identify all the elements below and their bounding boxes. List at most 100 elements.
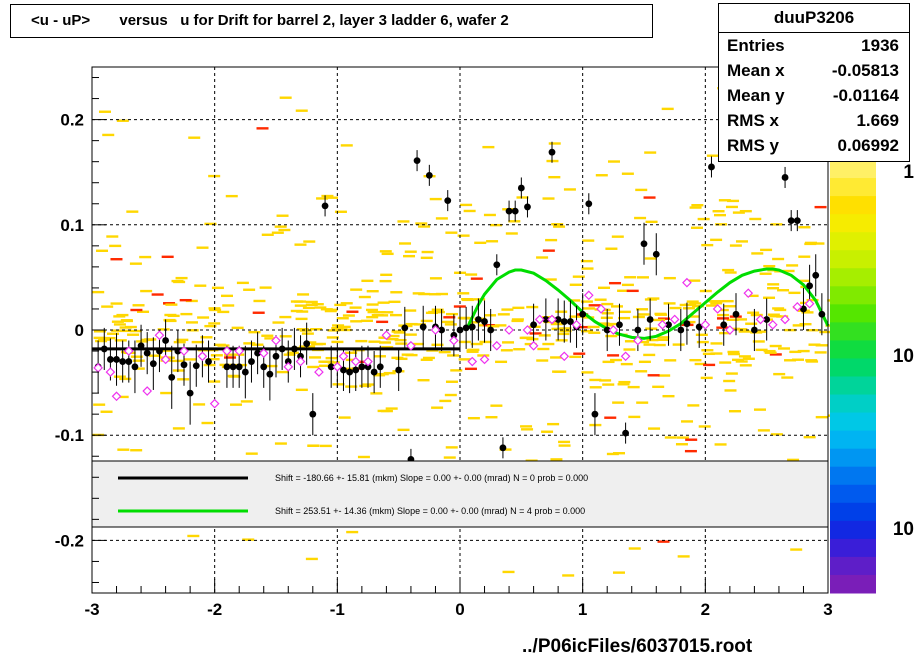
density-cell xyxy=(405,322,418,326)
density-cell xyxy=(418,292,431,296)
profile-point xyxy=(254,349,261,357)
density-cell xyxy=(623,348,636,351)
density-cell xyxy=(457,316,470,320)
density-cell xyxy=(681,420,694,423)
density-cell xyxy=(111,329,124,332)
density-cell xyxy=(772,307,785,310)
density-cell xyxy=(231,326,244,330)
profile-point xyxy=(131,363,139,371)
profile-point xyxy=(567,318,574,325)
density-cell xyxy=(338,325,351,329)
density-cell xyxy=(735,318,748,321)
mean-point xyxy=(743,288,754,299)
colorbar-band xyxy=(830,232,876,251)
density-cell xyxy=(373,311,386,314)
profile-point xyxy=(763,316,771,323)
profile-point xyxy=(444,197,452,205)
density-cell xyxy=(119,329,132,333)
profile-point xyxy=(278,345,286,353)
density-cell xyxy=(710,238,723,242)
profile-point xyxy=(511,207,519,215)
mean-point xyxy=(283,361,294,372)
mean-point xyxy=(682,277,692,288)
density-cell xyxy=(738,330,751,333)
density-cell xyxy=(345,351,358,354)
density-cell xyxy=(305,303,318,307)
mean-point xyxy=(767,319,778,330)
density-cell xyxy=(217,344,230,347)
density-cell xyxy=(130,308,143,312)
density-cell xyxy=(447,354,460,357)
density-cell xyxy=(405,353,418,357)
density-cell xyxy=(294,304,307,307)
profile-point xyxy=(107,356,114,363)
profile-point xyxy=(413,157,421,165)
y-tick-label: -0.2 xyxy=(55,531,84,550)
profile-point xyxy=(401,324,409,332)
density-cell xyxy=(151,293,164,296)
density-cell xyxy=(487,325,500,328)
density-cell xyxy=(661,107,674,111)
density-cell xyxy=(746,294,759,298)
x-tick-label: 1 xyxy=(578,600,587,619)
density-cell xyxy=(726,318,739,322)
density-cell xyxy=(770,433,783,436)
density-cell xyxy=(457,292,470,295)
density-cell xyxy=(792,324,805,327)
profile-point xyxy=(162,337,170,344)
density-cell xyxy=(314,306,327,309)
density-cell xyxy=(582,239,595,242)
density-cell xyxy=(196,246,209,249)
density-cell xyxy=(443,456,456,459)
density-cell xyxy=(512,306,525,310)
density-cell xyxy=(569,283,582,286)
density-cell xyxy=(536,359,549,362)
colorbar-band xyxy=(830,250,876,269)
profile-point xyxy=(235,363,243,371)
density-cell xyxy=(797,349,810,353)
density-cell xyxy=(438,350,451,354)
colorbar-band xyxy=(830,286,876,305)
colorbar-band xyxy=(830,196,876,215)
profile-point xyxy=(468,323,476,331)
mean-point xyxy=(491,340,502,351)
density-cell xyxy=(179,298,192,302)
density-cell xyxy=(691,204,704,207)
density-cell xyxy=(723,379,736,383)
density-cell xyxy=(460,203,473,207)
density-cell xyxy=(429,197,442,201)
profile-point xyxy=(248,358,255,365)
density-cell xyxy=(657,336,670,339)
density-cell xyxy=(595,174,608,177)
density-cell xyxy=(521,428,534,431)
density-cell xyxy=(299,329,312,332)
density-cell xyxy=(365,308,378,312)
colorbar-band xyxy=(830,520,876,540)
profile-point xyxy=(475,316,482,323)
density-cell xyxy=(162,356,175,359)
density-cell xyxy=(484,314,497,317)
density-cell xyxy=(763,349,776,353)
profile-point xyxy=(548,148,556,156)
density-cell xyxy=(360,319,373,323)
density-cell xyxy=(320,308,333,311)
density-cell xyxy=(136,340,149,343)
density-cell xyxy=(305,557,318,561)
density-cell xyxy=(636,401,649,404)
density-cell xyxy=(597,322,610,325)
density-cell xyxy=(819,330,832,334)
density-cell xyxy=(224,353,237,356)
density-cell xyxy=(675,443,688,446)
stats-label: Mean x xyxy=(727,61,785,80)
density-cell xyxy=(470,342,483,346)
density-cell xyxy=(397,428,410,432)
density-cell xyxy=(228,375,241,378)
density-cell xyxy=(397,220,410,223)
density-cell xyxy=(349,306,362,309)
density-cell xyxy=(436,292,449,296)
density-cell xyxy=(647,374,660,377)
density-cell xyxy=(727,327,740,331)
profile-point xyxy=(487,326,495,334)
density-cell xyxy=(749,217,762,221)
density-cell xyxy=(628,547,641,550)
